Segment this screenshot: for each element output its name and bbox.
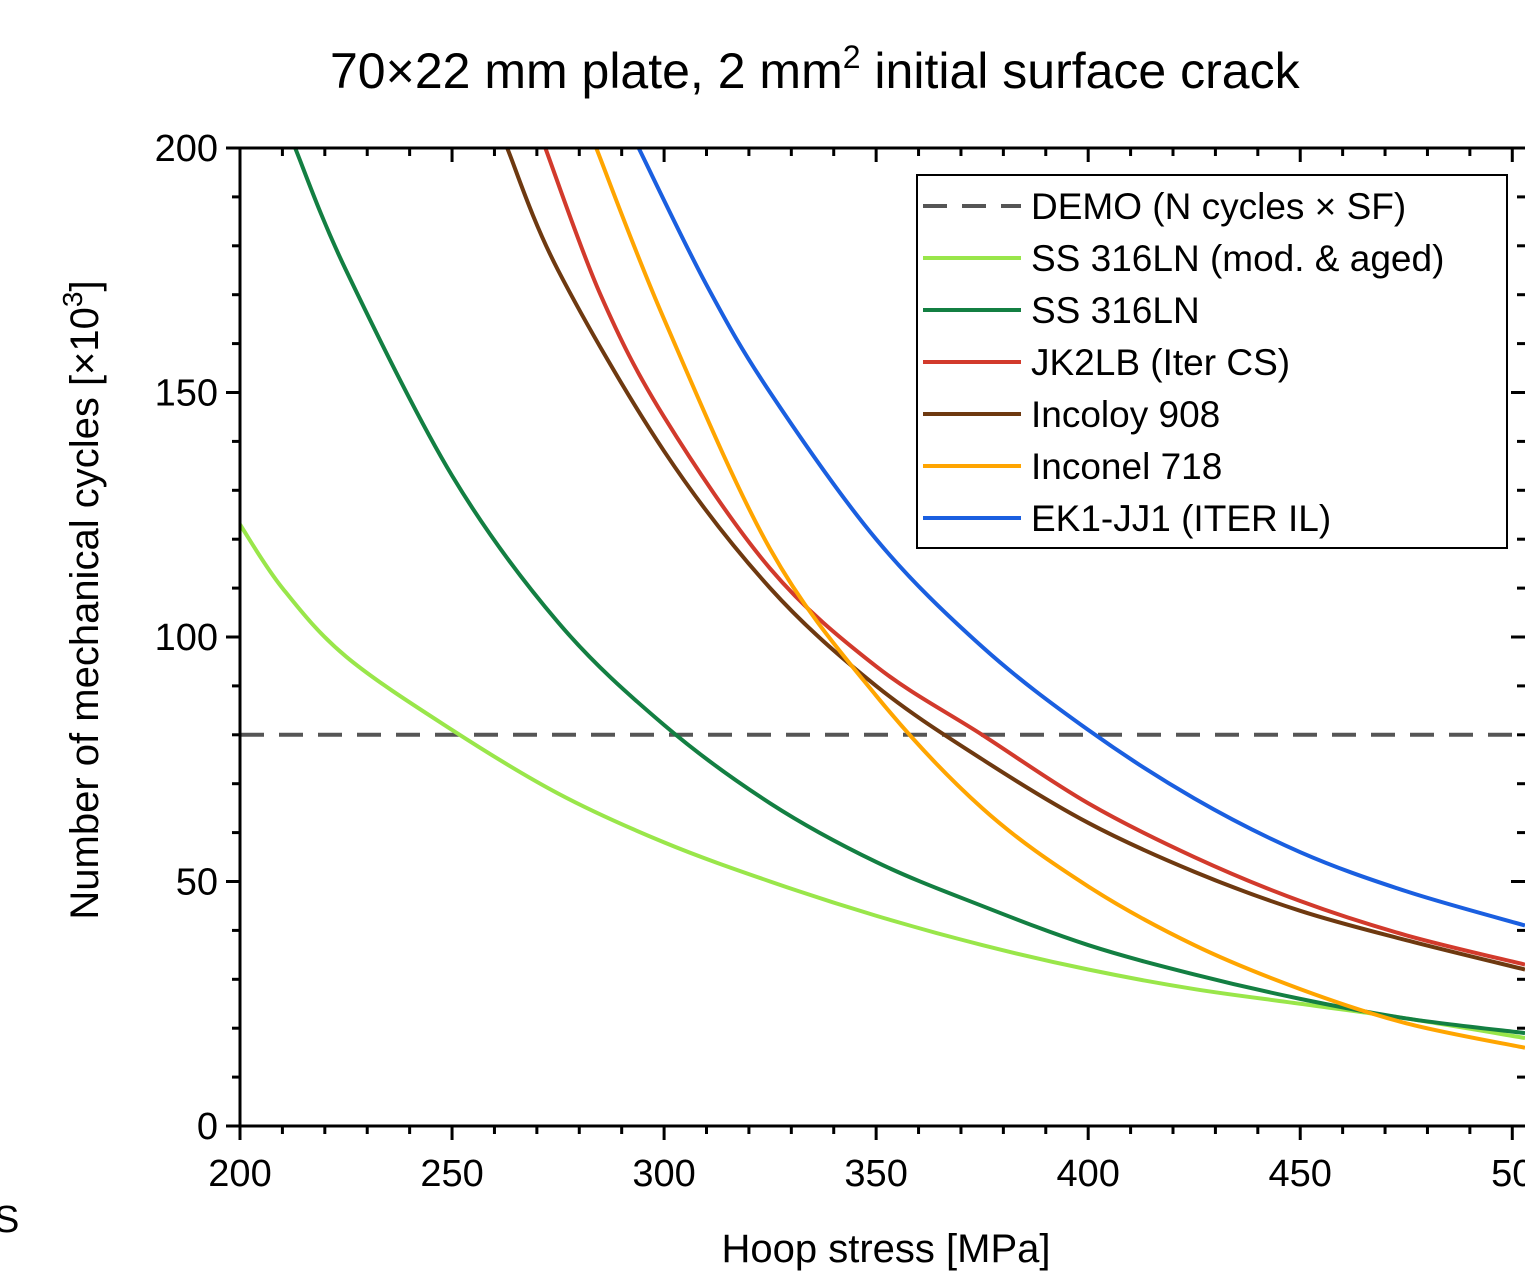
legend-label: EK1-JJ1 (ITER IL) [1031, 498, 1331, 539]
chart-title: 70×22 mm plate, 2 mm2 initial surface cr… [330, 39, 1301, 99]
x-tick-label: 50 [1491, 1153, 1525, 1195]
cropped-edge-glyph: S [0, 1199, 19, 1241]
chart-title-suffix: initial surface crack [861, 43, 1301, 99]
legend-label: JK2LB (Iter CS) [1031, 342, 1290, 383]
series-line-0 [240, 523, 1525, 1040]
legend: DEMO (N cycles × SF) SS 316LN (mod. & age… [916, 174, 1508, 549]
x-tick-label: 400 [1056, 1153, 1119, 1195]
x-tick-label: 350 [844, 1153, 907, 1195]
y-tick-label: 50 [176, 862, 218, 904]
y-axis-label-suffix: ] [63, 280, 107, 291]
legend-label: DEMO (N cycles × SF) [1031, 186, 1406, 227]
legend-label: Incoloy 908 [1031, 394, 1220, 435]
series-line-3 [505, 148, 1525, 972]
legend-label: SS 316LN [1031, 290, 1200, 331]
y-tick-label: 150 [155, 373, 218, 415]
legend-label: SS 316LN (mod. & aged) [1031, 238, 1444, 279]
y-axis-label: Number of mechanical cycles [×103] [57, 280, 107, 919]
series-line-4 [594, 148, 1525, 1050]
y-tick-label: 0 [197, 1106, 218, 1148]
x-tick-label: 250 [420, 1153, 483, 1195]
x-axis-label: Hoop stress [MPa] [721, 1227, 1050, 1271]
y-tick-label: 200 [155, 128, 218, 170]
series-line-2 [543, 148, 1525, 967]
series-line-1 [293, 148, 1525, 1036]
y-tick-label: 100 [155, 617, 218, 659]
x-tick-label: 200 [208, 1153, 271, 1195]
legend-label: Inconel 718 [1031, 446, 1222, 487]
chart-title-superscript: 2 [843, 39, 861, 75]
y-axis-label-superscript: 3 [57, 292, 88, 308]
x-tick-label: 300 [632, 1153, 695, 1195]
series-line-5 [636, 148, 1525, 928]
x-tick-label: 450 [1269, 1153, 1332, 1195]
plot-area [240, 148, 1525, 1050]
